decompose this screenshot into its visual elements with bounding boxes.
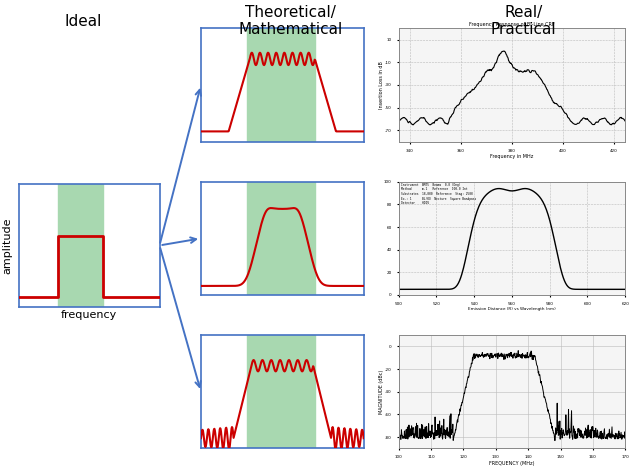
Bar (246, 335, 315, 448)
Text: amplitude: amplitude (3, 217, 13, 274)
FancyArrowPatch shape (160, 90, 201, 243)
FancyArrowPatch shape (162, 237, 196, 245)
X-axis label: Frequency in MHz: Frequency in MHz (491, 154, 533, 159)
Bar (246, 28, 315, 142)
FancyArrowPatch shape (160, 248, 201, 387)
Y-axis label: Insertion Loss in dB: Insertion Loss in dB (379, 61, 383, 109)
X-axis label: Emission Distance (R) vs Wavelength (nm): Emission Distance (R) vs Wavelength (nm) (468, 307, 556, 312)
Text: Theoretical/
Mathematical: Theoretical/ Mathematical (238, 5, 343, 37)
Bar (59, 184, 103, 307)
Text: Instrument  BM75  Beams  0.0 (Deg)
Method      m.1   Reference  100.0 Int
Substr: Instrument BM75 Beams 0.0 (Deg) Method m… (401, 183, 476, 205)
Text: Ideal: Ideal (64, 14, 101, 29)
Title: Frequency Response of Bi-Line CRF: Frequency Response of Bi-Line CRF (469, 22, 555, 26)
Text: Real/
Practical: Real/ Practical (491, 5, 556, 37)
X-axis label: frequency: frequency (61, 310, 117, 320)
X-axis label: FREQUENCY (MHz): FREQUENCY (MHz) (489, 461, 535, 466)
Bar (246, 182, 315, 295)
Y-axis label: MAGNITUDE (dBc): MAGNITUDE (dBc) (379, 370, 383, 414)
